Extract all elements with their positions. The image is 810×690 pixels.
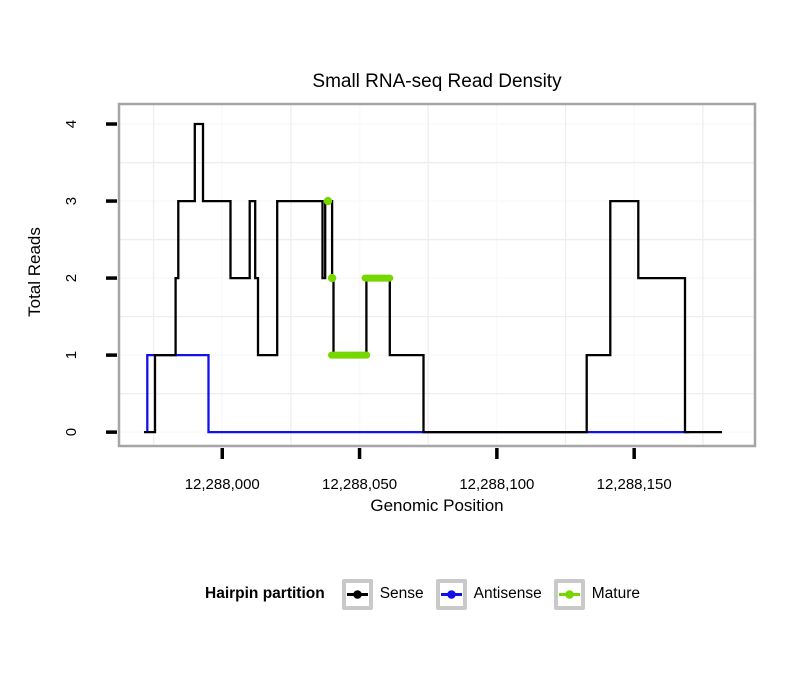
x-tick-label: 12,288,150: [597, 476, 672, 493]
legend-item-antisense: Antisense: [435, 578, 542, 610]
panel-background: [119, 104, 755, 446]
panel-border: [117, 102, 757, 448]
legend-key-box: [341, 578, 373, 610]
legend-key-box: [553, 578, 585, 610]
y-tick-label: 0: [63, 428, 80, 436]
y-tick-label: 3: [63, 197, 80, 205]
x-axis-title: Genomic Position: [370, 496, 504, 515]
y-tick-label: 1: [63, 351, 80, 359]
legend-label: Mature: [591, 585, 640, 602]
y-tick-label: 4: [63, 120, 80, 128]
legend-label: Sense: [379, 585, 424, 602]
x-tick-label: 12,288,000: [185, 476, 260, 493]
x-tick-label: 12,288,100: [459, 476, 534, 493]
mature-point: [327, 273, 337, 283]
legend-label: Antisense: [473, 585, 542, 602]
legend-title: Hairpin partition: [205, 585, 325, 602]
chart-title: Small RNA-seq Read Density: [312, 71, 562, 92]
x-tick-label: 12,288,050: [322, 476, 397, 493]
y-axis-title: Total Reads: [25, 227, 44, 317]
y-tick-label: 2: [63, 274, 80, 282]
series-line-sense: [144, 122, 722, 434]
series-line-antisense: [146, 353, 690, 434]
legend-key-box: [435, 578, 467, 610]
mature-line-icon: [558, 589, 580, 599]
antisense-line-icon: [440, 589, 462, 599]
sense-line-icon: [346, 589, 368, 599]
legend-item-mature: Mature: [553, 578, 640, 610]
mature-point: [323, 196, 333, 206]
legend-item-sense: Sense: [341, 578, 424, 610]
legend: Hairpin partition Sense Antisense: [205, 576, 652, 612]
